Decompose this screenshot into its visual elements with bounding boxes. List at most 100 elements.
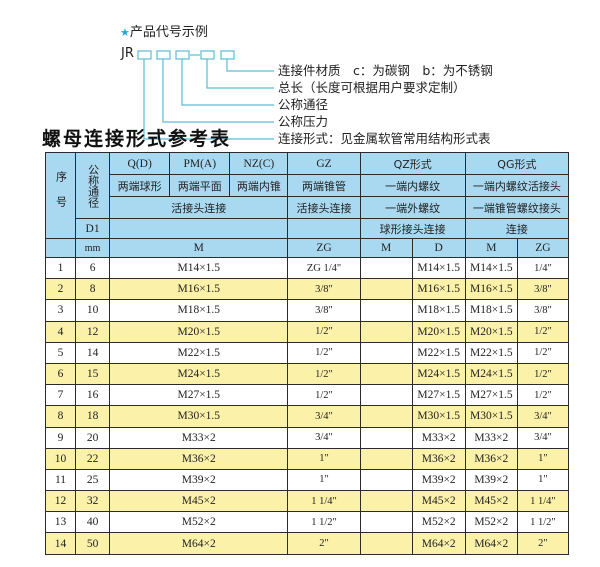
cell-n: 4 xyxy=(44,320,77,343)
cell-d: 25 xyxy=(75,468,111,492)
cell-qg-m: M16×1.5 xyxy=(464,278,518,301)
cell-zg: 3/8" xyxy=(287,278,361,301)
cell-n: 9 xyxy=(44,426,77,449)
cell-qz-d: M39×2 xyxy=(411,468,466,492)
header-gz-desc: 两端锥管 xyxy=(287,174,361,197)
cell-qg-m: M64×2 xyxy=(464,532,518,555)
cell-qz-m xyxy=(359,468,413,492)
cell-qg-zg: 1" xyxy=(516,468,570,492)
leader-line xyxy=(226,59,274,72)
header-qz-m: M xyxy=(359,238,413,258)
cell-m: M33×2 xyxy=(109,426,289,449)
header-seq: 序号 xyxy=(44,152,77,239)
cell-qg-zg: 1 1/4" xyxy=(516,490,570,513)
cell-qz-d: M20×1.5 xyxy=(411,320,466,343)
cell-qz-d: M45×2 xyxy=(411,490,466,513)
label-connection: 连接形式：见金属软管常用结构形式表 xyxy=(278,131,491,146)
cell-zg: 1 1/4" xyxy=(287,490,361,513)
header-q: Q(D) xyxy=(109,152,171,175)
cell-m: M30×1.5 xyxy=(109,405,289,428)
header-qg-zg: ZG xyxy=(516,238,570,258)
table-row: 13 40 M52×2 1 1/2" M52×2 M52×2 1 1/2" xyxy=(44,511,570,534)
cell-qg-zg: 3/4" xyxy=(516,426,570,449)
cell-qz-m xyxy=(359,426,413,449)
leader-line xyxy=(206,59,274,89)
cell-m: M45×2 xyxy=(109,490,289,513)
cell-qg-zg: 1/2" xyxy=(516,384,570,407)
cell-m: M24×1.5 xyxy=(109,362,289,386)
cell-d: 18 xyxy=(75,405,111,428)
cell-zg: 3/4" xyxy=(287,405,361,428)
cell-qg-zg: 3/8" xyxy=(516,299,570,322)
cell-n: 14 xyxy=(44,532,77,555)
cell-qz-m xyxy=(359,278,413,301)
table-title: 螺母连接形式参考表 xyxy=(42,128,232,150)
code-box xyxy=(175,50,190,60)
code-box xyxy=(220,50,235,60)
header-gz-union: 活接头连接 xyxy=(287,196,361,219)
cell-m: M20×1.5 xyxy=(109,320,289,343)
cell-n: 10 xyxy=(44,447,77,470)
cell-qz-d: M22×1.5 xyxy=(411,341,466,364)
cell-d: 6 xyxy=(75,256,111,280)
cell-qz-d: M33×2 xyxy=(411,426,466,449)
header-nz-desc: 两端内锥 xyxy=(229,174,289,197)
cell-n: 7 xyxy=(44,384,77,407)
cell-m: M27×1.5 xyxy=(109,384,289,407)
nut-connection-table: 序号 公称通径 Q(D) PM(A) NZ(C) GZ QZ形式 QG形式 两端… xyxy=(44,152,570,555)
cell-qg-m: M45×2 xyxy=(464,490,518,513)
header-qz-desc3: 球形接头连接 xyxy=(359,218,466,239)
header-blank xyxy=(109,218,289,239)
header-nz: NZ(C) xyxy=(229,152,289,175)
cell-qg-m: M30×1.5 xyxy=(464,405,518,428)
cell-n: 2 xyxy=(44,278,77,301)
cell-n: 5 xyxy=(44,341,77,364)
table-row: 11 25 M39×2 1" M39×2 M39×2 1" xyxy=(44,468,570,492)
cell-qg-zg: 1/2" xyxy=(516,341,570,364)
cell-qz-m xyxy=(359,362,413,386)
cell-qz-d: M14×1.5 xyxy=(411,256,466,280)
code-box xyxy=(156,50,171,60)
cell-qz-d: M30×1.5 xyxy=(411,405,466,428)
cell-qg-zg: 1/4" xyxy=(516,256,570,280)
cell-d: 40 xyxy=(75,511,111,534)
cell-zg: 1" xyxy=(287,447,361,470)
cell-d: 50 xyxy=(75,532,111,555)
code-box xyxy=(200,50,215,60)
cell-m: M36×2 xyxy=(109,447,289,470)
cell-qz-m xyxy=(359,490,413,513)
cell-m: M52×2 xyxy=(109,511,289,534)
table-row: 1 6 M14×1.5 ZG 1/4" M14×1.5 M14×1.5 1/4" xyxy=(44,256,570,280)
cell-qg-zg: 3/8" xyxy=(516,278,570,301)
code-prefix: JR xyxy=(121,46,134,61)
cell-n: 12 xyxy=(44,490,77,513)
cell-qg-zg: 1" xyxy=(516,447,570,470)
cell-qg-zg: 1/2" xyxy=(516,362,570,386)
cell-d: 20 xyxy=(75,426,111,449)
cell-d: 8 xyxy=(75,278,111,301)
header-blank xyxy=(44,238,77,258)
cell-zg: 1" xyxy=(287,468,361,492)
cell-qg-zg: 1/2" xyxy=(516,320,570,343)
header-qz-desc1: 一端内螺纹 xyxy=(359,174,466,197)
cell-m: M64×2 xyxy=(109,532,289,555)
cell-qz-d: M27×1.5 xyxy=(411,384,466,407)
cell-qg-m: M33×2 xyxy=(464,426,518,449)
cell-qz-d: M64×2 xyxy=(411,532,466,555)
cell-qz-m xyxy=(359,511,413,534)
header-d1: D1 xyxy=(75,218,111,239)
cell-zg: 1/2" xyxy=(287,362,361,386)
cell-d: 16 xyxy=(75,384,111,407)
cell-qz-m xyxy=(359,341,413,364)
table-row: 3 10 M18×1.5 3/8" M18×1.5 M18×1.5 3/8" xyxy=(44,299,570,322)
cell-zg: 3/8" xyxy=(287,299,361,322)
star-icon: ★ xyxy=(120,26,130,39)
cell-zg: 1/2" xyxy=(287,384,361,407)
example-title: ★产品代号示例 xyxy=(120,21,208,40)
cell-d: 10 xyxy=(75,299,111,322)
table-row: 5 14 M22×1.5 1/2" M22×1.5 M22×1.5 1/2" xyxy=(44,341,570,364)
cell-qz-d: M24×1.5 xyxy=(411,362,466,386)
cell-qz-m xyxy=(359,405,413,428)
cell-qg-zg: 2" xyxy=(516,532,570,555)
table-row: 6 15 M24×1.5 1/2" M24×1.5 M24×1.5 1/2" xyxy=(44,362,570,386)
